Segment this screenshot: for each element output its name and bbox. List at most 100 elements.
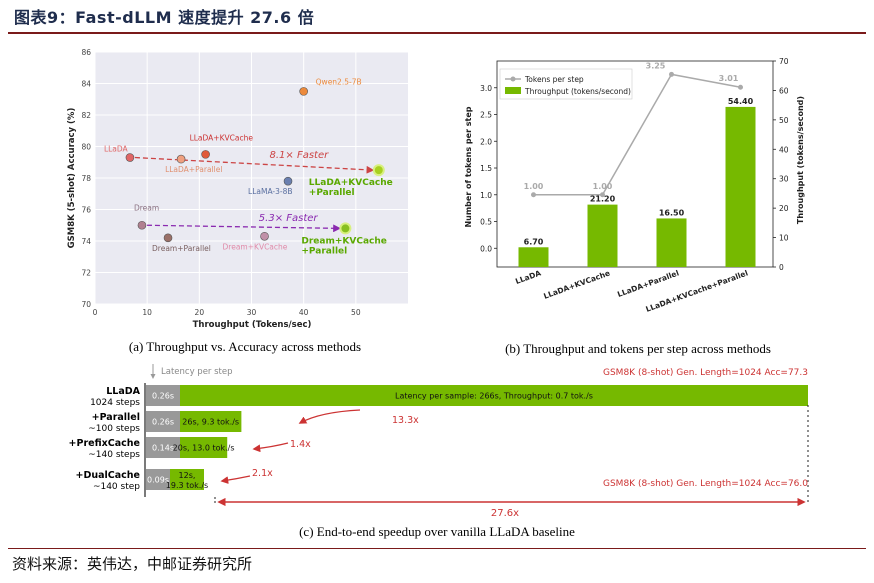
line-value-label: 3.25 (646, 61, 666, 70)
point-label-llada-kvcache-parallel-line2: +Parallel (309, 188, 355, 198)
point-llama-3-8b (283, 176, 293, 186)
tokens-line (533, 73, 741, 196)
point-label-llada-kvcache: LLaDA+KVCache (190, 133, 254, 142)
line-point-llada-kvcache-parallel (738, 84, 743, 90)
row-steps-dualcache: ~140 step (93, 482, 140, 492)
right-tick-label: 50 (779, 116, 789, 125)
header-note: GSM8K (8-shot) Gen. Length=1024 Acc=77.3 (603, 368, 808, 378)
latency-label-prefixcache: 20s, 13.0 tok./s (173, 444, 235, 453)
point-llada-kvcache (201, 150, 210, 159)
bar-llada-kvcache (587, 204, 618, 267)
x-axis-label: Throughput (Tokens/sec) (193, 320, 312, 330)
bar-value-label: 54.40 (728, 97, 754, 106)
category-label-llada: LLaDA (514, 268, 542, 286)
legend: Tokens per step Throughput (tokens/secon… (499, 68, 633, 100)
latency-bar-prefixcache (180, 437, 228, 458)
latency-label-parallel: 26s, 9.3 tok./s (182, 418, 239, 427)
right-tick-label: 40 (779, 145, 789, 154)
speedup-annotation-llada: 8.1× Faster (269, 150, 329, 161)
point-label-llada: LLaDA (104, 145, 129, 154)
latency-label-llada: Latency per sample: 266s, Throughput: 0.… (395, 392, 593, 401)
y-tick-label: 84 (81, 80, 91, 89)
prefill-bar-llada (146, 385, 180, 406)
point-llada-parallel (176, 154, 186, 164)
point-dream-kvcache-parallel (339, 222, 352, 235)
row-name-dualcache: +DualCache (76, 470, 141, 481)
caption-a: (a) Throughput vs. Accuracy across metho… (129, 339, 361, 354)
latency-bar-llada (180, 385, 808, 406)
y-tick-label: 74 (81, 237, 91, 246)
point-label-dream-kvcache-parallel: Dream+KVCache (301, 236, 386, 246)
x-tick-label: 40 (299, 308, 309, 317)
speedup-arrow-dualcache (220, 475, 251, 484)
total-speedup-label: 27.6x (491, 508, 519, 519)
left-tick-label: 2.0 (480, 137, 492, 146)
point-label-qwen2-5-7b: Qwen2.5-7B (316, 77, 362, 86)
speedup-label-prefixcache: 1.4x (290, 439, 311, 450)
point-qwen2-5-7b (299, 87, 308, 96)
left-tick-label: 1.0 (480, 191, 492, 200)
prefill-bar-prefixcache (146, 437, 180, 458)
prefill-label-parallel: 0.26s (152, 418, 174, 427)
bar-llada-kvcache-parallel (725, 106, 756, 267)
prefill-bar-dualcache (146, 469, 170, 490)
page-title: 图表9：Fast-dLLM 速度提升 27.6 倍 (14, 8, 315, 27)
right-tick-label: 30 (779, 175, 789, 184)
speedup-chart: Latency per step GSM8K (8-shot) Gen. Len… (69, 364, 809, 539)
left-tick-label: 2.5 (480, 111, 492, 120)
source-note: 资料来源：英伟达，中邮证券研究所 (12, 555, 253, 573)
right-tick-label: 20 (779, 204, 789, 213)
y-tick-label: 70 (81, 300, 91, 309)
point-label-dream-kvcache: Dream+KVCache (223, 242, 288, 251)
title-divider (8, 32, 866, 34)
bar-llada (518, 247, 549, 267)
footer-note: GSM8K (8-shot) Gen. Length=1024 Acc=76.0 (603, 479, 808, 489)
bar-llada-parallel (656, 218, 687, 267)
x-tick-label: 30 (247, 308, 257, 317)
y-tick-label: 72 (81, 269, 91, 278)
legend-label-throughput: Throughput (tokens/second) (524, 87, 631, 96)
legend-label-tokens: Tokens per step (524, 75, 584, 84)
legend-marker-line (510, 76, 516, 82)
left-tick-label: 3.0 (480, 84, 492, 93)
row-name-parallel: +Parallel (92, 412, 140, 423)
line-value-label: 3.01 (719, 74, 739, 83)
right-tick-label: 70 (779, 57, 789, 66)
prefill-label-dualcache: 0.09s (147, 476, 169, 485)
point-dream (137, 220, 147, 230)
line-point-llada (531, 192, 536, 198)
speedup-annotation-dream: 5.3× Faster (259, 213, 319, 224)
caption-c: (c) End-to-end speedup over vanilla LLaD… (299, 524, 575, 539)
line-point-llada-kvcache (600, 192, 605, 198)
bar-value-label: 21.20 (590, 195, 616, 204)
row-name-llada: LLaDA (106, 386, 140, 397)
row-name-prefixcache: +PrefixCache (69, 438, 140, 449)
right-tick-label: 60 (779, 86, 789, 95)
y-tick-label: 86 (81, 48, 91, 57)
speedup-arrow-prefixcache (252, 442, 289, 453)
caption-b: (b) Throughput and tokens per step acros… (505, 341, 771, 356)
point-label-llama-3-8b: LLaMA-3-8B (248, 187, 293, 196)
point-llada (125, 153, 135, 162)
speedup-arrow-dream (146, 224, 341, 233)
prefill-label-llada: 0.26s (152, 392, 174, 401)
latency-bar-dualcache (170, 469, 204, 490)
point-label-llada-kvcache-parallel: LLaDA+KVCache (309, 178, 393, 188)
left-tick-label: 0.5 (480, 218, 492, 227)
category-label-llada-parallel: LLaDA+Parallel (616, 268, 680, 299)
x-tick-label: 0 (93, 308, 98, 317)
y-axis-label: GSM8K (5-shot) Accuracy (%) (67, 108, 77, 249)
y-tick-label: 82 (81, 111, 91, 120)
point-dream-kvcache (260, 231, 269, 241)
row-steps-llada: 1024 steps (90, 398, 140, 408)
y-tick-label: 78 (81, 174, 91, 183)
right-tick-label: 10 (779, 234, 789, 243)
footer-divider (8, 548, 866, 549)
x-tick-label: 50 (351, 308, 361, 317)
point-label-dream-parallel: Dream+Parallel (152, 244, 211, 253)
latency-label-dualcache: 12s, (179, 471, 196, 480)
scatter-chart: 0 10 20 30 40 50 70 72 74 76 78 80 82 84 86 8.1× Faste… (67, 48, 408, 354)
point-label-dream-kvcache-parallel-line2: +Parallel (301, 246, 347, 256)
speedup-label-dualcache: 2.1x (252, 468, 273, 479)
